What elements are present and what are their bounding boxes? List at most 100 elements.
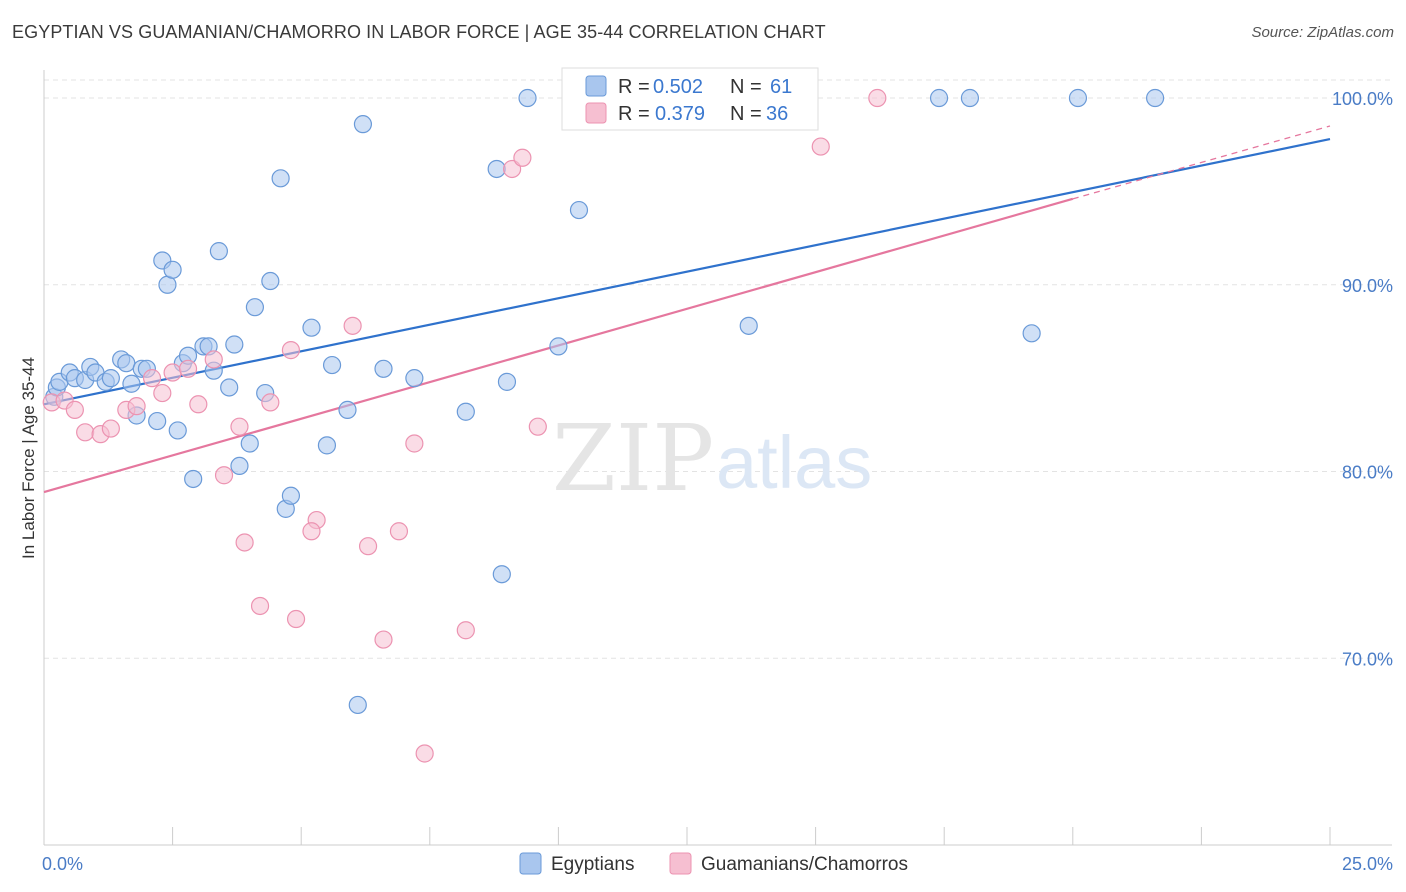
egyptians-point [122,374,141,393]
stats-legend: R = 0.502 N = 61 R = 0.379 N = 36 [561,67,819,131]
guamanians-point [163,363,182,382]
egyptians-point [281,486,301,505]
egyptians-point [322,355,342,375]
egyptians-point [353,115,373,134]
egyptians-point [225,335,244,354]
guamanians-point [214,466,234,485]
guamanians-point [127,397,146,416]
series-legend-egyptians: Egyptians [551,854,634,875]
guamanians-point [261,393,280,412]
legend-swatch-egyptians [585,75,607,97]
x-tick-label-min: 0.0% [42,854,83,874]
egyptians-point [1022,324,1041,343]
y-tick-label: 70.0% [1342,649,1393,669]
egyptians-point [261,271,280,291]
legend-r-label-1: R = [618,76,650,98]
egyptians-point [497,372,517,391]
guamanians-point [204,350,223,369]
x-tick-label-max: 25.0% [1342,854,1393,874]
egyptians-point [518,88,537,108]
legend-n-value-egyptians: 61 [770,76,792,98]
series-legend-guamanians: Guamanians/Chamorros [701,854,908,875]
guamanians-point [302,522,321,541]
egyptians-trend-line [43,138,1331,406]
egyptians-point [117,354,136,373]
guamanians-point [178,359,198,378]
axes [43,70,1392,846]
series-legend-swatch-guamanians [669,852,692,875]
legend-r-label-2: R = [618,103,650,125]
egyptians-point [338,400,357,419]
y-axis-label: In Labor Force | Age 35-44 [19,357,38,559]
guamanians-point [281,341,301,360]
egyptians-point [240,434,259,453]
guamanians-point [142,369,162,388]
y-tick-label: 90.0% [1342,276,1393,296]
legend-n-value-guamanians: 36 [766,103,788,125]
egyptians-point [1068,88,1088,108]
guamanians-point [101,419,120,438]
chart-title: EGYPTIAN VS GUAMANIAN/CHAMORRO IN LABOR … [12,22,826,42]
guamanians-point [235,533,254,552]
series-legend-swatch-egyptians [519,852,542,875]
egyptians-point [184,469,203,489]
egyptians-point [209,242,228,261]
egyptians-point [405,369,424,388]
guamanians-point [286,609,306,629]
guamanians-point [76,423,95,442]
guamanians-point [230,417,249,436]
legend-r-value-guamanians: 0.379 [655,103,705,125]
guamanians-point [343,316,362,335]
egyptians-point [220,378,239,397]
legend-r-value-egyptians: 0.502 [653,76,703,98]
guamanians-point [528,417,547,436]
egyptians-point [569,200,589,220]
guamanians-point [389,522,409,541]
egyptians-point [348,695,367,715]
watermark: ZIP atlas [552,405,872,512]
egyptians-point [456,402,475,421]
egyptians-point [374,359,393,378]
egyptians-point [163,260,182,279]
legend-swatch-guamanians [585,102,607,124]
guamanians-point [250,596,270,616]
egyptians-point [1146,88,1165,108]
guamanians-point [415,744,434,763]
egyptians-point [929,88,949,108]
watermark-atlas: atlas [716,421,872,504]
guamanians-point [405,434,424,453]
series-legend: Egyptians Guamanians/Chamorros [519,852,908,875]
egyptians-point [960,88,980,108]
egyptians-point [148,411,167,431]
guamanians-point [358,537,378,556]
guamanians-point [374,630,393,649]
egyptians-point [487,159,506,179]
egyptians-point [317,436,337,455]
guamanians-trend-line-extension [1072,125,1331,200]
guamanians-point [189,395,208,414]
egyptians-point [245,298,265,317]
y-tick-label: 100.0% [1332,89,1393,109]
egyptians-point [230,456,249,476]
source-label: Source: ZipAtlas.com [1251,24,1394,41]
legend-n-label-1: N = [730,76,762,98]
egyptians-point [549,337,568,356]
egyptians-point [271,169,290,188]
egyptians-point [302,318,321,337]
guamanians-point [153,383,172,403]
watermark-zip: ZIP [552,405,714,512]
guamanians-point [868,88,887,108]
gridlines [44,79,1392,659]
egyptians-point [739,316,758,335]
egyptians-point [168,421,187,440]
guamanians-point [811,137,830,156]
guamanians-point [65,400,84,419]
y-tick-label: 80.0% [1342,463,1393,483]
data-points [42,88,1165,763]
egyptians-point [492,565,511,584]
egyptians-point [101,369,120,388]
tick-labels: 70.0% 80.0% 90.0% 100.0% 0.0% 25.0% [42,89,1393,874]
guamanians-point [503,159,522,179]
legend-n-label-2: N = [730,103,762,125]
